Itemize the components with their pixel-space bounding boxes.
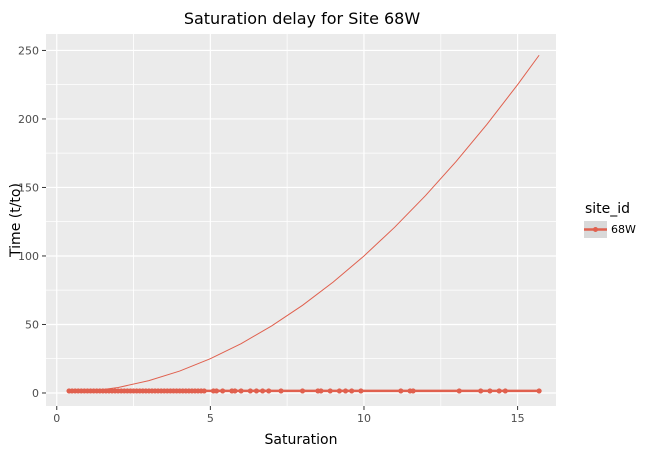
- series-68w-point: [201, 388, 207, 394]
- series-68w-point: [318, 388, 324, 394]
- x-axis-ticks: 0 5 10 15: [53, 406, 525, 425]
- series-68w-point: [478, 388, 484, 394]
- series-68w-point: [502, 388, 508, 394]
- y-tick-label: 100: [18, 250, 39, 263]
- plot-panel: [46, 34, 556, 406]
- x-tick-label: 5: [207, 412, 214, 425]
- y-tick-label: 200: [18, 113, 39, 126]
- series-68w-point: [336, 388, 343, 394]
- series-68w-point: [213, 388, 220, 394]
- legend-label-68w: 68W: [611, 223, 636, 236]
- x-tick-label: 15: [511, 412, 525, 425]
- x-tick-label: 10: [357, 412, 371, 425]
- series-68w-point: [238, 388, 244, 394]
- y-tick-label: 0: [32, 387, 39, 400]
- series-68w-point: [496, 388, 502, 394]
- y-axis-ticks: 0 50 100 150 200 250: [18, 44, 46, 400]
- grid-minor: [46, 34, 556, 406]
- series-68w-point: [342, 388, 349, 394]
- series-68w-point: [358, 388, 364, 394]
- series-68w-point: [220, 388, 226, 394]
- series-curve-line: [69, 54, 540, 394]
- series-68w-point: [247, 388, 253, 394]
- series-68w-point: [259, 388, 266, 394]
- series-68w-point: [536, 388, 542, 394]
- series-layer: [66, 54, 542, 394]
- series-68w-point: [266, 388, 272, 394]
- legend-key-point: [593, 227, 598, 232]
- series-68w-point: [398, 388, 404, 394]
- series-68w-point: [278, 388, 284, 394]
- y-tick-label: 150: [18, 181, 39, 194]
- series-68w-point: [232, 388, 238, 394]
- legend-title: site_id: [585, 201, 630, 217]
- series-68w-point: [349, 388, 355, 394]
- series-68w-point: [487, 388, 493, 394]
- y-axis-title: Time (t/to): [8, 183, 24, 258]
- x-axis-title: Saturation: [265, 432, 338, 448]
- legend: site_id 68W: [584, 201, 636, 238]
- series-68w-point: [327, 388, 333, 394]
- chart-title: Saturation delay for Site 68W: [184, 9, 421, 28]
- series-68w-point: [299, 388, 306, 394]
- y-tick-label: 250: [18, 44, 39, 57]
- series-68w-point: [410, 388, 416, 394]
- x-tick-label: 0: [53, 412, 60, 425]
- series-68w-point: [253, 388, 260, 394]
- series-68w-point: [456, 388, 462, 394]
- y-tick-label: 50: [25, 318, 39, 331]
